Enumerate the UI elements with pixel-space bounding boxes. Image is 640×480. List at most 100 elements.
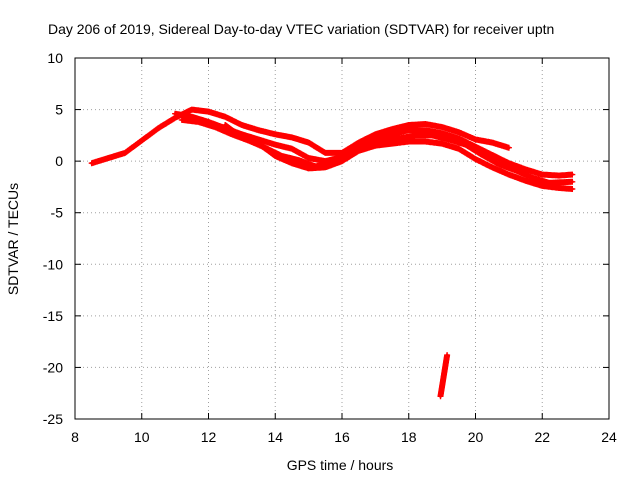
data-point xyxy=(507,173,511,177)
x-tick-label: 8 xyxy=(71,429,79,445)
data-point xyxy=(407,140,411,144)
data-point xyxy=(156,126,160,130)
data-point xyxy=(90,161,94,165)
data-point xyxy=(373,132,377,136)
data-point xyxy=(290,147,294,151)
series-track-2 xyxy=(172,110,576,179)
data-point xyxy=(423,140,427,144)
data-point xyxy=(570,180,574,184)
data-point xyxy=(540,184,544,188)
data-point xyxy=(397,136,401,140)
data-point xyxy=(180,118,184,122)
series-track-4 xyxy=(222,122,576,192)
data-point xyxy=(257,142,261,146)
data-point xyxy=(240,123,244,127)
data-point xyxy=(390,142,394,146)
data-point xyxy=(106,156,110,160)
y-tick-label: 10 xyxy=(47,50,63,66)
data-point xyxy=(540,173,544,177)
data-point xyxy=(240,135,244,139)
data-point xyxy=(323,165,327,169)
data-point xyxy=(297,158,301,162)
x-tick-label: 10 xyxy=(134,429,150,445)
data-point xyxy=(173,112,177,116)
y-tick-label: -25 xyxy=(43,411,63,427)
data-point xyxy=(257,137,261,141)
data-point xyxy=(507,161,511,165)
data-point xyxy=(445,353,449,357)
x-tick-label: 22 xyxy=(534,429,550,445)
data-point xyxy=(570,187,574,191)
y-axis-label: SDTVAR / TECUs xyxy=(5,183,21,295)
data-point xyxy=(557,186,561,190)
data-point xyxy=(443,363,447,367)
data-point xyxy=(423,122,427,126)
data-point xyxy=(207,110,210,114)
data-point xyxy=(290,135,294,139)
data-point xyxy=(373,144,377,148)
data-point xyxy=(490,141,494,145)
data-point xyxy=(514,168,518,172)
data-point xyxy=(440,125,444,129)
data-point xyxy=(307,156,311,160)
data-point xyxy=(273,143,277,147)
y-tick-label: -15 xyxy=(43,308,63,324)
data-point xyxy=(323,159,327,163)
data-point xyxy=(273,154,277,158)
data-point xyxy=(223,123,227,127)
data-point xyxy=(390,132,394,136)
data-point xyxy=(490,153,494,157)
data-point xyxy=(463,143,467,147)
chart-title: Day 206 of 2019, Sidereal Day-to-day VTE… xyxy=(48,21,554,37)
data-point xyxy=(307,141,311,145)
data-point xyxy=(440,131,444,135)
x-tick-label: 12 xyxy=(201,429,217,445)
tick-layer: 8 10 12 14 16 18 20 22 24 -25 -20 -15 -10 -5 0 5 10 xyxy=(43,50,617,445)
data-point xyxy=(440,384,444,388)
data-point xyxy=(257,128,261,132)
data-point xyxy=(430,133,434,137)
data-point xyxy=(557,174,561,178)
x-tick-label: 18 xyxy=(401,429,417,445)
data-point xyxy=(190,115,194,119)
data-point xyxy=(524,167,528,171)
y-tick-label: 0 xyxy=(55,153,63,169)
data-point xyxy=(340,159,344,163)
data-point xyxy=(474,137,477,141)
x-axis-label: GPS time / hours xyxy=(287,457,394,473)
data-point xyxy=(474,157,477,161)
data-point xyxy=(173,116,177,120)
grid-layer xyxy=(75,58,609,419)
data-point xyxy=(323,151,327,155)
data-point xyxy=(190,108,194,112)
series-track-1 xyxy=(88,106,512,167)
y-tick-label: -5 xyxy=(51,205,64,221)
data-point xyxy=(490,165,494,169)
y-tick-label: 5 xyxy=(55,102,63,118)
data-point xyxy=(407,128,411,132)
data-point xyxy=(390,127,394,131)
data-point xyxy=(290,161,294,165)
data-point xyxy=(442,374,446,378)
data-point xyxy=(457,147,461,151)
data-point xyxy=(447,137,451,141)
data-point xyxy=(440,142,444,146)
data-point xyxy=(273,132,277,136)
data-point xyxy=(497,162,501,166)
data-point xyxy=(413,133,417,137)
x-tick-label: 24 xyxy=(601,429,617,445)
data-point xyxy=(407,123,411,127)
x-tick-label: 20 xyxy=(468,429,484,445)
data-point xyxy=(357,149,361,153)
data-point xyxy=(438,394,442,398)
y-tick-label: -10 xyxy=(43,256,63,272)
plot-frame xyxy=(74,57,610,420)
data-point xyxy=(480,153,484,157)
data-point xyxy=(380,139,384,143)
data-point xyxy=(196,120,200,124)
data-layer xyxy=(88,106,576,400)
data-point xyxy=(530,176,534,180)
data-point xyxy=(213,125,217,129)
data-point xyxy=(140,139,144,143)
